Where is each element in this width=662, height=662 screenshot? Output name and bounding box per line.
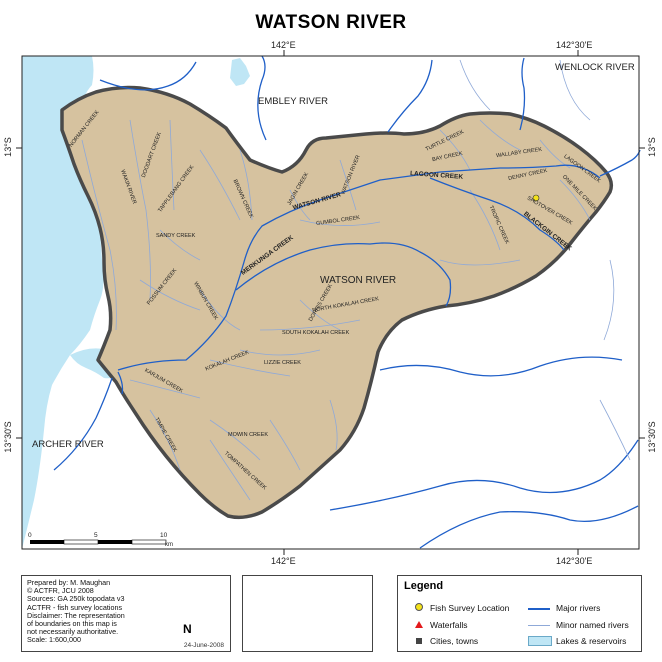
info-line: ACTFR - fish survey locations	[27, 602, 123, 612]
label-lizzie-creek: LIZZIE CREEK	[264, 360, 301, 366]
lon-label-bottom-2: 142°30'E	[556, 556, 593, 566]
lat-label-right-1: 13°S	[647, 137, 657, 157]
info-text: Prepared by: M. Maughan © ACTFR, JCU 200…	[27, 578, 177, 645]
label-sandy-creek: SANDY CREEK	[156, 233, 196, 239]
lake-icon	[528, 636, 552, 646]
lon-label-top-1: 142°E	[271, 40, 296, 50]
scale-label-10: 10	[160, 532, 168, 539]
waterfall-icon	[415, 621, 423, 628]
info-line: Prepared by: M. Maughan	[27, 578, 111, 587]
fish-survey-marker	[532, 194, 540, 202]
info-line: © ACTFR, JCU 2008	[27, 586, 94, 596]
region-wenlock: WENLOCK RIVER	[555, 62, 635, 73]
lon-label-bottom-1: 142°E	[271, 556, 296, 566]
label-mowin-creek: MOWIN CREEK	[228, 432, 269, 438]
info-panel: Prepared by: M. Maughan © ACTFR, JCU 200…	[21, 575, 231, 652]
map-title: WATSON RIVER	[255, 12, 407, 33]
info-line: Sources: GA 250k topodata v3	[27, 594, 125, 604]
graticule-ticks	[16, 50, 645, 555]
legend-cities: Cities, towns	[430, 636, 479, 646]
info-line: Scale: 1:600,000	[27, 635, 81, 645]
legend-waterfalls: Waterfalls	[430, 620, 468, 630]
city-icon	[416, 638, 422, 644]
minor-rivers	[81, 119, 591, 501]
scale-label-5: 5	[94, 532, 98, 539]
info-line: not necessarily authoritative.	[27, 627, 119, 637]
lon-label-top-2: 142°30'E	[556, 40, 593, 50]
info-line: of boundaries on this map is	[27, 619, 117, 629]
scale-label-0: 0	[28, 532, 32, 539]
label-south-kokalah-creek: SOUTH KOKALAH CREEK	[282, 330, 350, 336]
lat-label-right-2: 13°30'S	[647, 421, 657, 453]
region-embley: EMBLEY RIVER	[258, 96, 329, 107]
legend-fish: Fish Survey Location	[430, 603, 510, 613]
region-archer: ARCHER RIVER	[32, 439, 104, 450]
info-date: 24-June-2008	[183, 642, 224, 649]
north-label: N	[183, 622, 192, 636]
info-line: Disclaimer: The representation	[27, 610, 125, 620]
minor-river-icon	[528, 625, 550, 626]
region-watson: WATSON RIVER	[320, 275, 397, 286]
outside-major-rivers	[53, 55, 641, 549]
legend-panel: Legend Fish Survey Location Waterfalls C…	[397, 575, 642, 652]
inset-map-panel	[242, 575, 373, 652]
lat-label-left-2: 13°30'S	[3, 421, 13, 453]
legend-minor: Minor named rivers	[556, 620, 629, 630]
legend-lakes: Lakes & reservoirs	[556, 636, 627, 646]
major-river-icon	[528, 608, 550, 610]
scale-bar	[30, 539, 167, 545]
lake	[230, 58, 250, 86]
lat-label-left-1: 13°S	[3, 137, 13, 157]
legend-title: Legend	[404, 580, 444, 592]
outside-minor-rivers	[459, 59, 631, 461]
major-rivers	[117, 164, 601, 395]
scale-unit: km	[165, 542, 173, 548]
map-frame	[21, 55, 640, 550]
legend-major: Major rivers	[556, 603, 601, 613]
fish-survey-icon	[415, 603, 423, 611]
